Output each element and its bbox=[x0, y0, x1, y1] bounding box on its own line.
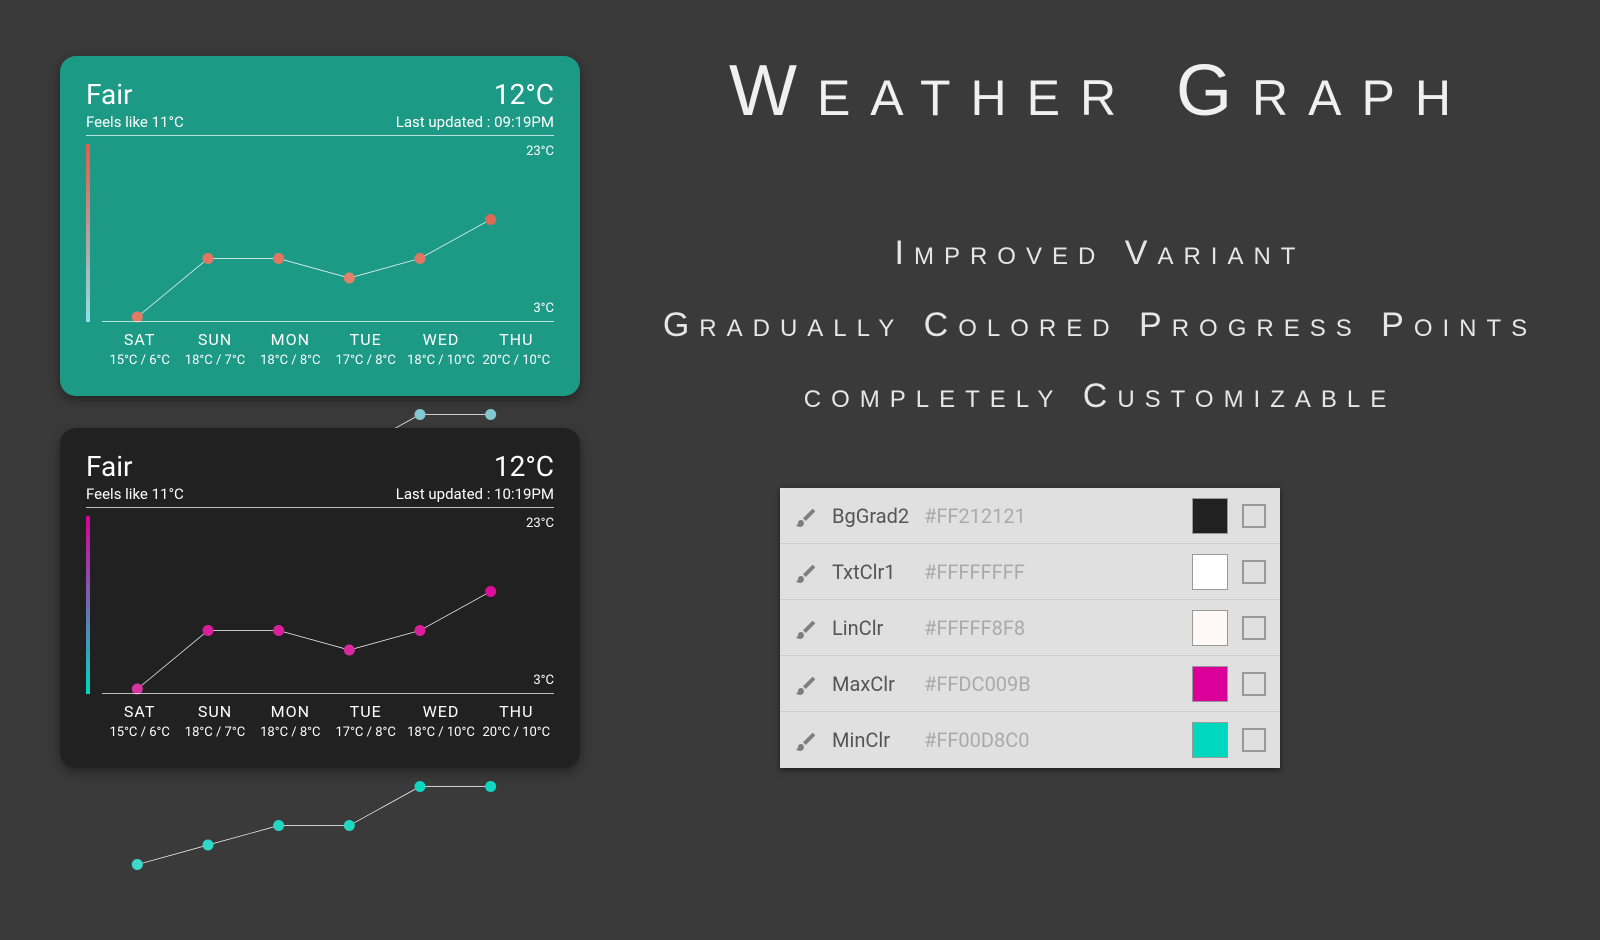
prop-hex: #FFFFF8F8 bbox=[924, 616, 1192, 640]
subtitle-3: completely Customizable bbox=[640, 373, 1560, 421]
color-swatch[interactable] bbox=[1192, 610, 1228, 646]
feels-like: Feels like 11°C bbox=[86, 485, 184, 503]
brush-icon bbox=[794, 674, 818, 698]
chart-baseline bbox=[102, 693, 554, 694]
brush-icon bbox=[794, 618, 818, 642]
prop-name: MinClr bbox=[832, 728, 924, 752]
max-label: 23°C bbox=[526, 516, 554, 531]
checkbox[interactable] bbox=[1242, 504, 1266, 528]
subtitle-2: Gradually Colored Progress Points bbox=[640, 300, 1560, 351]
prop-name: TxtClr1 bbox=[832, 560, 924, 584]
checkbox[interactable] bbox=[1242, 560, 1266, 584]
brush-icon bbox=[794, 730, 818, 750]
brush-icon bbox=[794, 562, 818, 582]
chart-area: 23°C 3°C bbox=[86, 510, 554, 700]
subtitles: Improved Variant Gradually Colored Progr… bbox=[640, 230, 1560, 442]
color-row[interactable]: LinClr #FFFFF8F8 bbox=[780, 600, 1280, 656]
prop-hex: #FF00D8C0 bbox=[924, 728, 1192, 752]
subtitle-1: Improved Variant bbox=[640, 230, 1560, 278]
brush-icon bbox=[794, 506, 818, 530]
card-header: Fair Feels like 11°C 12°C Last updated :… bbox=[86, 78, 554, 136]
card-header: Fair Feels like 11°C 12°C Last updated :… bbox=[86, 450, 554, 508]
last-updated: Last updated : 10:19PM bbox=[396, 485, 554, 503]
color-row[interactable]: TxtClr1 #FFFFFFFF bbox=[780, 544, 1280, 600]
color-swatch[interactable] bbox=[1192, 554, 1228, 590]
max-label: 23°C bbox=[526, 144, 554, 159]
min-label: 3°C bbox=[533, 673, 554, 688]
color-row[interactable]: MaxClr #FFDC009B bbox=[780, 656, 1280, 712]
color-swatch[interactable] bbox=[1192, 722, 1228, 758]
prop-hex: #FFDC009B bbox=[924, 672, 1192, 696]
brush-icon bbox=[794, 674, 818, 694]
color-swatch[interactable] bbox=[1192, 498, 1228, 534]
condition: Fair bbox=[86, 78, 184, 111]
prop-hex: #FF212121 bbox=[924, 504, 1192, 528]
checkbox[interactable] bbox=[1242, 728, 1266, 752]
page-title: Weather Graph bbox=[640, 50, 1560, 132]
current-temp: 12°C bbox=[396, 450, 554, 483]
chart-svg bbox=[102, 516, 526, 940]
checkbox[interactable] bbox=[1242, 616, 1266, 640]
brush-icon bbox=[794, 618, 818, 638]
prop-name: BgGrad2 bbox=[832, 504, 924, 528]
weather-card-teal: Fair Feels like 11°C 12°C Last updated :… bbox=[60, 56, 580, 396]
chart-area: 23°C 3°C bbox=[86, 138, 554, 328]
checkbox[interactable] bbox=[1242, 672, 1266, 696]
current-temp: 12°C bbox=[396, 78, 554, 111]
brush-icon bbox=[794, 730, 818, 754]
feels-like: Feels like 11°C bbox=[86, 113, 184, 131]
prop-name: MaxClr bbox=[832, 672, 924, 696]
chart-baseline bbox=[102, 321, 554, 322]
color-row[interactable]: MinClr #FF00D8C0 bbox=[780, 712, 1280, 768]
color-panel: BgGrad2 #FF212121 TxtClr1 #FFFFFFFF LinC… bbox=[780, 488, 1280, 768]
color-swatch[interactable] bbox=[1192, 666, 1228, 702]
last-updated: Last updated : 09:19PM bbox=[396, 113, 554, 131]
weather-card-dark: Fair Feels like 11°C 12°C Last updated :… bbox=[60, 428, 580, 768]
brush-icon bbox=[794, 562, 818, 586]
gradient-bar bbox=[86, 144, 90, 322]
condition: Fair bbox=[86, 450, 184, 483]
color-row[interactable]: BgGrad2 #FF212121 bbox=[780, 488, 1280, 544]
min-label: 3°C bbox=[533, 301, 554, 316]
gradient-bar bbox=[86, 516, 90, 694]
prop-name: LinClr bbox=[832, 616, 924, 640]
brush-icon bbox=[794, 506, 818, 526]
prop-hex: #FFFFFFFF bbox=[924, 560, 1192, 584]
